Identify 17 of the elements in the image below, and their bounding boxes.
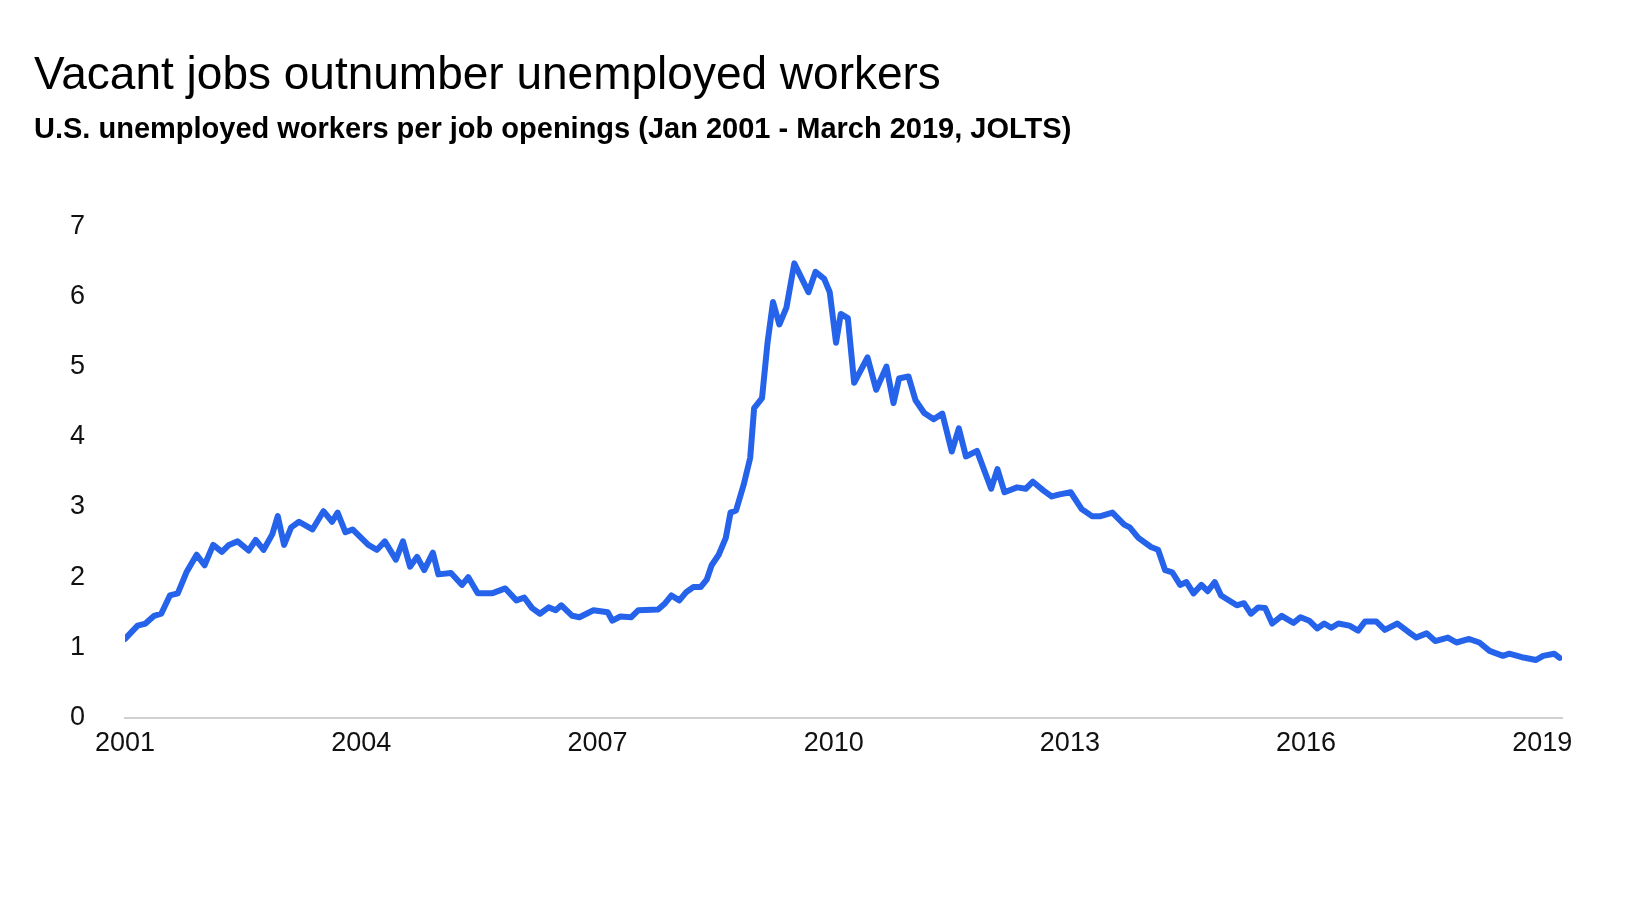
x-tick-label: 2001	[94, 727, 156, 758]
y-tick-label: 1	[69, 630, 86, 661]
x-tick-label: 2016	[1276, 727, 1337, 758]
chart-subtitle: U.S. unemployed workers per job openings (Jan 2001 - March 2019, JOLTS)	[34, 112, 1072, 145]
y-tick-label: 4	[69, 420, 86, 451]
y-tick-label: 5	[69, 350, 86, 381]
y-tick-label: 6	[69, 279, 86, 310]
y-tick-label: 0	[69, 701, 86, 732]
x-tick-label: 2010	[803, 727, 864, 758]
y-tick-label: 2	[69, 560, 86, 591]
x-tick-label: 2019	[1512, 727, 1573, 758]
x-tick-label: 2007	[567, 727, 628, 758]
x-tick-label: 2004	[331, 727, 392, 758]
y-tick-label: 3	[69, 490, 86, 521]
x-tick-label: 2013	[1039, 727, 1100, 758]
chart-title: Vacant jobs outnumber unemployed workers	[34, 46, 941, 100]
y-tick-label: 7	[69, 209, 86, 240]
